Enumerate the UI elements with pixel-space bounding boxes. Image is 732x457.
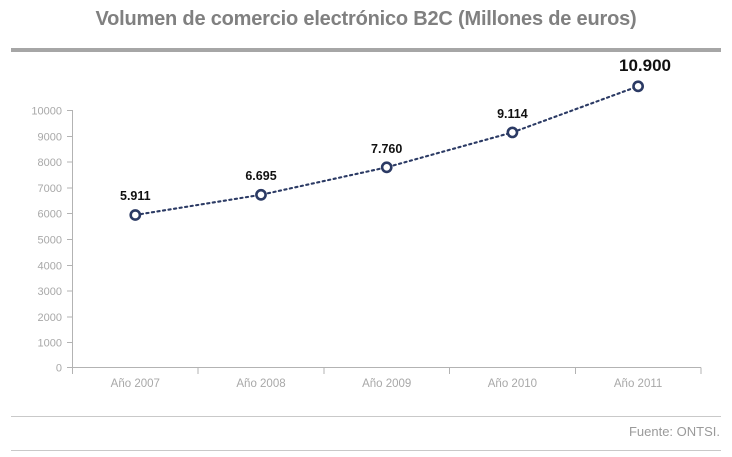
y-tick-label: 1000 (38, 338, 62, 350)
y-axis-tick-labels: 10000 9000 8000 7000 6000 5000 4000 3000… (31, 106, 62, 375)
data-label: 9.114 (497, 107, 528, 121)
data-label: 6.695 (245, 169, 276, 183)
x-tick-label: Año 2007 (111, 378, 160, 390)
y-tick-label: 0 (56, 363, 62, 375)
data-label: 10.900 (619, 56, 671, 75)
y-tick-label: 6000 (38, 209, 62, 221)
y-tick-label: 3000 (38, 286, 62, 298)
title-divider (11, 48, 721, 52)
y-tick-label: 7000 (38, 183, 62, 195)
y-axis-ticks (67, 110, 73, 368)
data-point-marker[interactable] (255, 188, 267, 201)
x-tick-label: Año 2010 (488, 378, 537, 390)
chart-footer: Fuente: ONTSI. (0, 404, 732, 457)
series-markers (129, 80, 644, 221)
y-tick-label: 4000 (38, 260, 62, 272)
data-label: 7.760 (371, 142, 402, 156)
page-title: Volumen de comercio electrónico B2C (Mil… (95, 8, 637, 30)
y-tick-label: 5000 (38, 235, 62, 247)
x-tick-label: Año 2008 (236, 378, 285, 390)
chart-header: Volumen de comercio electrónico B2C (Mil… (0, 0, 732, 54)
data-label: 5.911 (120, 189, 151, 203)
y-tick-label: 2000 (38, 312, 62, 324)
line-chart: 10000 9000 8000 7000 6000 5000 4000 3000… (31, 56, 702, 390)
x-axis-tick-labels: Año 2007 Año 2008 Año 2009 Año 2010 Año … (111, 378, 663, 390)
series-line-volumen-b2c (134, 85, 640, 217)
chart-container: 10000 9000 8000 7000 6000 5000 4000 3000… (0, 54, 732, 404)
data-point-marker[interactable] (506, 126, 519, 139)
x-tick-label: Año 2011 (614, 378, 662, 390)
footer-divider-top (11, 416, 721, 417)
data-point-labels: 5.911 6.695 7.760 9.114 10.900 (120, 56, 671, 203)
x-tick-label: Año 2009 (362, 378, 411, 390)
source-note: Fuente: ONTSI. (628, 424, 720, 439)
y-tick-label: 8000 (38, 157, 62, 169)
data-point-marker[interactable] (632, 80, 644, 93)
x-axis-ticks (72, 367, 702, 374)
data-point-marker[interactable] (380, 161, 393, 174)
footer-divider-bottom (11, 450, 721, 451)
data-point-marker[interactable] (129, 209, 142, 221)
y-tick-label: 9000 (38, 131, 62, 143)
y-tick-label: 10000 (31, 106, 62, 118)
